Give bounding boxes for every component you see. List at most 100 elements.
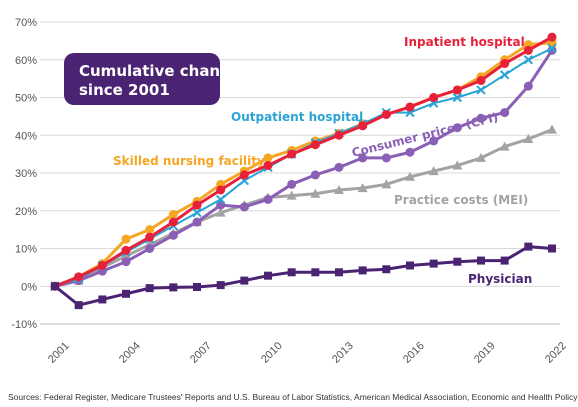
series-group [50, 32, 557, 310]
label-physician: Physician [468, 272, 532, 286]
data-point [547, 124, 557, 134]
data-point [168, 217, 178, 227]
data-point [429, 93, 439, 102]
data-point [74, 272, 84, 282]
data-point [310, 170, 320, 180]
y-tick-label: 10% [15, 244, 37, 256]
x-tick-label: 2007 [188, 340, 214, 366]
label-practice-costs: Practice costs (MEI) [394, 193, 528, 207]
data-point [429, 259, 438, 268]
data-point [523, 81, 533, 91]
y-tick-label: 70% [15, 17, 37, 29]
y-tick-label: 0% [21, 281, 37, 293]
series-line [54, 245, 553, 307]
data-point [476, 152, 486, 162]
data-point [263, 194, 273, 204]
data-point [216, 281, 225, 290]
data-point [381, 179, 392, 189]
data-point [358, 266, 367, 275]
data-point [499, 141, 510, 151]
data-point [192, 200, 202, 210]
data-point [145, 232, 155, 242]
data-point [452, 160, 463, 170]
data-point [524, 242, 533, 251]
data-point [453, 257, 462, 266]
data-point [240, 276, 249, 285]
data-point [145, 244, 155, 253]
data-point [500, 59, 510, 69]
data-point [335, 268, 343, 277]
data-point [169, 283, 178, 292]
series-physician [51, 242, 556, 310]
y-tick-label: 50% [15, 93, 37, 105]
label-inpatient-hospital: Inpatient hospital [404, 35, 525, 49]
data-point [310, 140, 320, 150]
data-point [405, 147, 415, 157]
data-point [286, 190, 297, 200]
data-point [334, 130, 344, 140]
data-point [357, 183, 368, 193]
data-point [547, 45, 557, 55]
y-tick-label: 20% [15, 206, 37, 218]
x-tick-label: 2016 [401, 340, 427, 366]
data-point [452, 92, 463, 103]
data-point [192, 207, 202, 218]
data-point [523, 55, 534, 65]
x-tick-label: 2022 [543, 340, 569, 366]
title-box-background [64, 53, 220, 105]
series-line [54, 35, 553, 288]
data-point [122, 289, 130, 298]
data-point [74, 301, 83, 310]
data-point [263, 153, 273, 163]
data-point [477, 256, 485, 265]
data-point [215, 194, 226, 205]
data-point [381, 109, 391, 119]
data-point [51, 282, 59, 291]
data-point [264, 271, 272, 280]
data-point [121, 251, 131, 261]
series-line [54, 41, 553, 288]
data-point [216, 185, 226, 195]
chart-title-line-2: since 2001 [79, 81, 170, 99]
data-point [428, 166, 439, 176]
data-point [215, 207, 226, 217]
data-point [500, 108, 510, 118]
data-point [98, 295, 107, 304]
x-tick-label: 2010 [259, 340, 285, 366]
chart-title-line-1: Cumulative change [79, 62, 241, 80]
data-point [121, 257, 131, 267]
data-point [263, 160, 273, 170]
data-point [452, 85, 462, 95]
y-tick-label: 40% [15, 130, 37, 142]
data-point [168, 210, 178, 220]
data-point [429, 136, 439, 146]
data-point [311, 268, 320, 277]
data-point [548, 244, 556, 253]
data-point [452, 123, 462, 133]
data-point [523, 134, 534, 144]
data-point [405, 102, 415, 112]
y-tick-label: 60% [15, 55, 37, 67]
label-outpatient-hospital: Outpatient hospital [231, 110, 363, 124]
data-point [476, 85, 486, 95]
data-point [405, 171, 415, 181]
data-point [287, 179, 297, 189]
y-tick-label: 30% [15, 168, 37, 180]
data-point [287, 268, 296, 277]
data-point [121, 245, 131, 255]
data-point [476, 76, 486, 86]
y-tick-label: -10% [11, 319, 37, 331]
data-point [193, 283, 201, 292]
data-point [97, 260, 107, 270]
title-box: Cumulative change since 2001 [64, 53, 241, 105]
x-tick-label: 2004 [117, 340, 143, 366]
data-point [358, 153, 368, 163]
data-point [145, 225, 155, 235]
x-tick-label: 2013 [330, 340, 356, 366]
data-point [168, 230, 178, 240]
x-axis-ticks: 2001 2004 2007 2010 2013 2016 2019 2022 [46, 340, 569, 366]
data-point [239, 170, 249, 180]
data-point [239, 202, 249, 212]
